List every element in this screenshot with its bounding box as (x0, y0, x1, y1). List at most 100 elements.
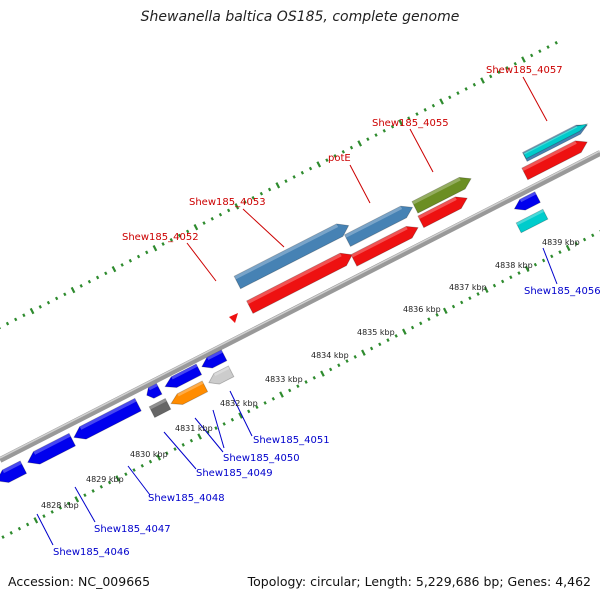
tick-mark (483, 286, 489, 293)
tick-mark (341, 149, 345, 154)
tick-mark (247, 409, 251, 414)
tick-mark (136, 254, 141, 259)
tick-mark (74, 496, 80, 503)
tick-mark (386, 338, 390, 342)
tick-mark (275, 182, 281, 189)
leader-line (194, 417, 224, 453)
gene-olivegreen[interactable] (411, 177, 472, 214)
gene-label[interactable]: potE (328, 153, 351, 164)
tick-mark (533, 262, 538, 267)
gene-cyan-shade (523, 125, 578, 155)
tick-mark (22, 313, 26, 318)
gene-blue[interactable] (27, 432, 76, 465)
tick-mark (99, 484, 103, 489)
bottom-gene-labels: Shew185_4046 Shew185_4047 Shew185_4048 S… (53, 286, 600, 558)
kbp-label: 4831 kbp (175, 424, 213, 433)
tick-mark (369, 346, 374, 351)
gene-label[interactable]: Shew185_4050 (223, 453, 300, 464)
gene-cyan-shade (516, 209, 545, 226)
gene-cds-steelblue[interactable] (344, 205, 414, 247)
tick-mark (54, 296, 59, 301)
gene-label[interactable]: Shew185_4051 (253, 435, 330, 446)
tick-mark (296, 384, 300, 389)
gene-blue-shade (2, 460, 22, 474)
gene-red[interactable] (350, 225, 419, 267)
tick-mark (394, 334, 398, 338)
gene-blue[interactable] (73, 397, 142, 440)
tick-mark (476, 292, 480, 296)
tick-mark (169, 237, 173, 242)
kbp-label: 4832 kbp (220, 399, 258, 408)
tick-mark (320, 370, 325, 377)
leader-line (409, 128, 434, 173)
tick-mark (489, 74, 493, 79)
tick-mark (140, 463, 144, 468)
gene-blue[interactable] (0, 460, 28, 483)
gene-label[interactable]: Shew185_4053 (189, 197, 266, 208)
map-title: Shewanella baltica OS185, complete genom… (140, 9, 460, 25)
genome-backbone (0, 150, 600, 463)
genome-backbone-highlight (0, 150, 600, 459)
tick-mark (431, 103, 436, 108)
gene-red[interactable] (417, 196, 468, 229)
tick-mark (63, 292, 67, 297)
gene-blue[interactable] (513, 191, 541, 211)
tick-mark (25, 522, 30, 527)
gene-label[interactable]: Shew185_4057 (486, 65, 563, 76)
tick-mark (58, 505, 63, 510)
gene-blue[interactable] (164, 363, 203, 388)
gene-label[interactable]: Shew185_4052 (122, 232, 199, 243)
gene-orange[interactable] (170, 380, 209, 405)
gene-cyan[interactable] (522, 123, 589, 160)
kbp-label: 4837 kbp (449, 283, 487, 292)
tick-mark (349, 145, 354, 150)
tick-mark (374, 133, 378, 137)
tick-mark (582, 237, 587, 242)
tick-mark (50, 510, 54, 514)
tick-mark (464, 87, 468, 91)
tick-mark (115, 475, 121, 482)
tick-mark (42, 514, 46, 518)
tick-mark (206, 430, 210, 435)
leader-line (229, 390, 253, 437)
gene-red-shade (417, 196, 457, 219)
tick-mark (497, 70, 501, 75)
gene-label[interactable]: Shew185_4047 (94, 524, 171, 535)
tick-mark (328, 367, 333, 372)
tick-mark (79, 284, 83, 288)
gene-red[interactable] (246, 252, 353, 314)
gene-red-small[interactable] (229, 313, 238, 323)
tick-mark (234, 203, 240, 210)
tick-mark (214, 426, 218, 430)
gene-cds-steelblue[interactable] (233, 223, 350, 290)
kbp-label: 4828 kbp (41, 501, 79, 510)
tick-mark (161, 242, 165, 246)
leader-line (349, 164, 371, 204)
tick-mark (300, 170, 305, 175)
tick-mark (353, 355, 357, 359)
tick-mark (9, 531, 13, 535)
gene-lightgray[interactable] (208, 365, 235, 385)
tick-mark (337, 363, 341, 368)
tick-mark (243, 200, 247, 204)
tick-mark (29, 307, 35, 315)
gene-gray-shade (149, 398, 167, 410)
gene-label[interactable]: Shew185_4055 (372, 118, 449, 129)
gene-cyan[interactable] (515, 208, 549, 234)
leader-line (127, 465, 151, 496)
gene-blue[interactable] (201, 349, 228, 369)
tick-mark (267, 187, 272, 192)
tick-mark (439, 98, 444, 105)
tick-mark (251, 196, 255, 200)
gene-label[interactable]: Shew185_4048 (148, 493, 225, 504)
gene-label[interactable]: Shew185_4049 (196, 468, 273, 479)
kbp-label: 4835 kbp (357, 328, 395, 337)
gene-red[interactable] (521, 140, 588, 181)
gene-label[interactable]: Shew185_4056 (524, 286, 600, 297)
tick-mark (361, 349, 366, 356)
gene-label[interactable]: Shew185_4046 (53, 547, 130, 558)
gene-blue[interactable] (146, 382, 163, 399)
gene-gray[interactable] (148, 398, 172, 418)
leader-line (186, 242, 217, 282)
